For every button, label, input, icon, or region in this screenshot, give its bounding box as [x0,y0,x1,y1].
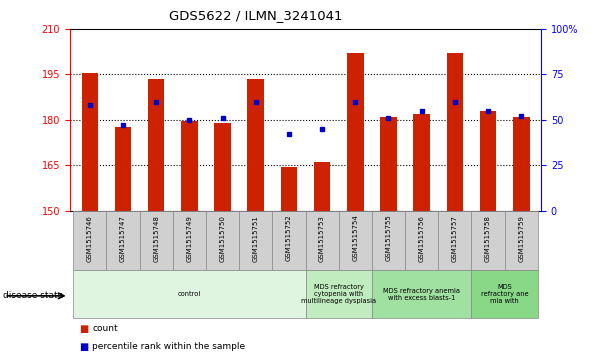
Text: ■: ■ [79,323,88,334]
Bar [206,211,239,270]
Bar [106,211,140,270]
Text: ■: ■ [79,342,88,352]
Bar [413,114,430,211]
Bar [446,53,463,211]
Text: GSM1515753: GSM1515753 [319,215,325,262]
Text: MDS refractory anemia
with excess blasts-1: MDS refractory anemia with excess blasts… [383,287,460,301]
Bar [372,211,405,270]
Bar [281,167,297,211]
Bar [480,111,496,211]
Bar [181,121,198,211]
Text: GSM1515748: GSM1515748 [153,215,159,262]
Bar [73,211,106,270]
Bar [115,127,131,211]
Bar [81,73,98,211]
Text: disease state: disease state [3,291,63,300]
Text: GSM1515747: GSM1515747 [120,215,126,262]
Bar [471,270,538,318]
Bar [148,79,165,211]
Text: GSM1515754: GSM1515754 [352,215,358,261]
Bar [305,211,339,270]
Bar [380,117,397,211]
Bar [272,211,305,270]
Bar [305,270,372,318]
Bar [505,211,538,270]
Bar [339,211,372,270]
Text: GSM1515757: GSM1515757 [452,215,458,262]
Bar [438,211,471,270]
Bar [73,270,305,318]
Text: percentile rank within the sample: percentile rank within the sample [92,342,246,351]
Bar [239,211,272,270]
Text: GSM1515750: GSM1515750 [219,215,226,262]
Text: GSM1515746: GSM1515746 [87,215,93,262]
Text: GSM1515756: GSM1515756 [419,215,424,262]
Text: control: control [178,291,201,297]
Text: GDS5622 / ILMN_3241041: GDS5622 / ILMN_3241041 [168,9,342,22]
Bar [347,53,364,211]
Bar [247,79,264,211]
Bar [314,162,330,211]
Bar [405,211,438,270]
Bar [214,123,231,211]
Text: GSM1515758: GSM1515758 [485,215,491,262]
Text: GSM1515751: GSM1515751 [253,215,259,262]
Bar [173,211,206,270]
Bar [140,211,173,270]
Text: count: count [92,324,118,333]
Text: GSM1515759: GSM1515759 [518,215,524,262]
Bar [471,211,505,270]
Text: GSM1515752: GSM1515752 [286,215,292,261]
Text: GSM1515755: GSM1515755 [385,215,392,261]
Text: GSM1515749: GSM1515749 [187,215,192,262]
Text: MDS refractory
cytopenia with
multilineage dysplasia: MDS refractory cytopenia with multilinea… [301,284,376,304]
Bar [372,270,471,318]
Bar [513,117,530,211]
Text: MDS
refractory ane
mia with: MDS refractory ane mia with [481,284,528,304]
